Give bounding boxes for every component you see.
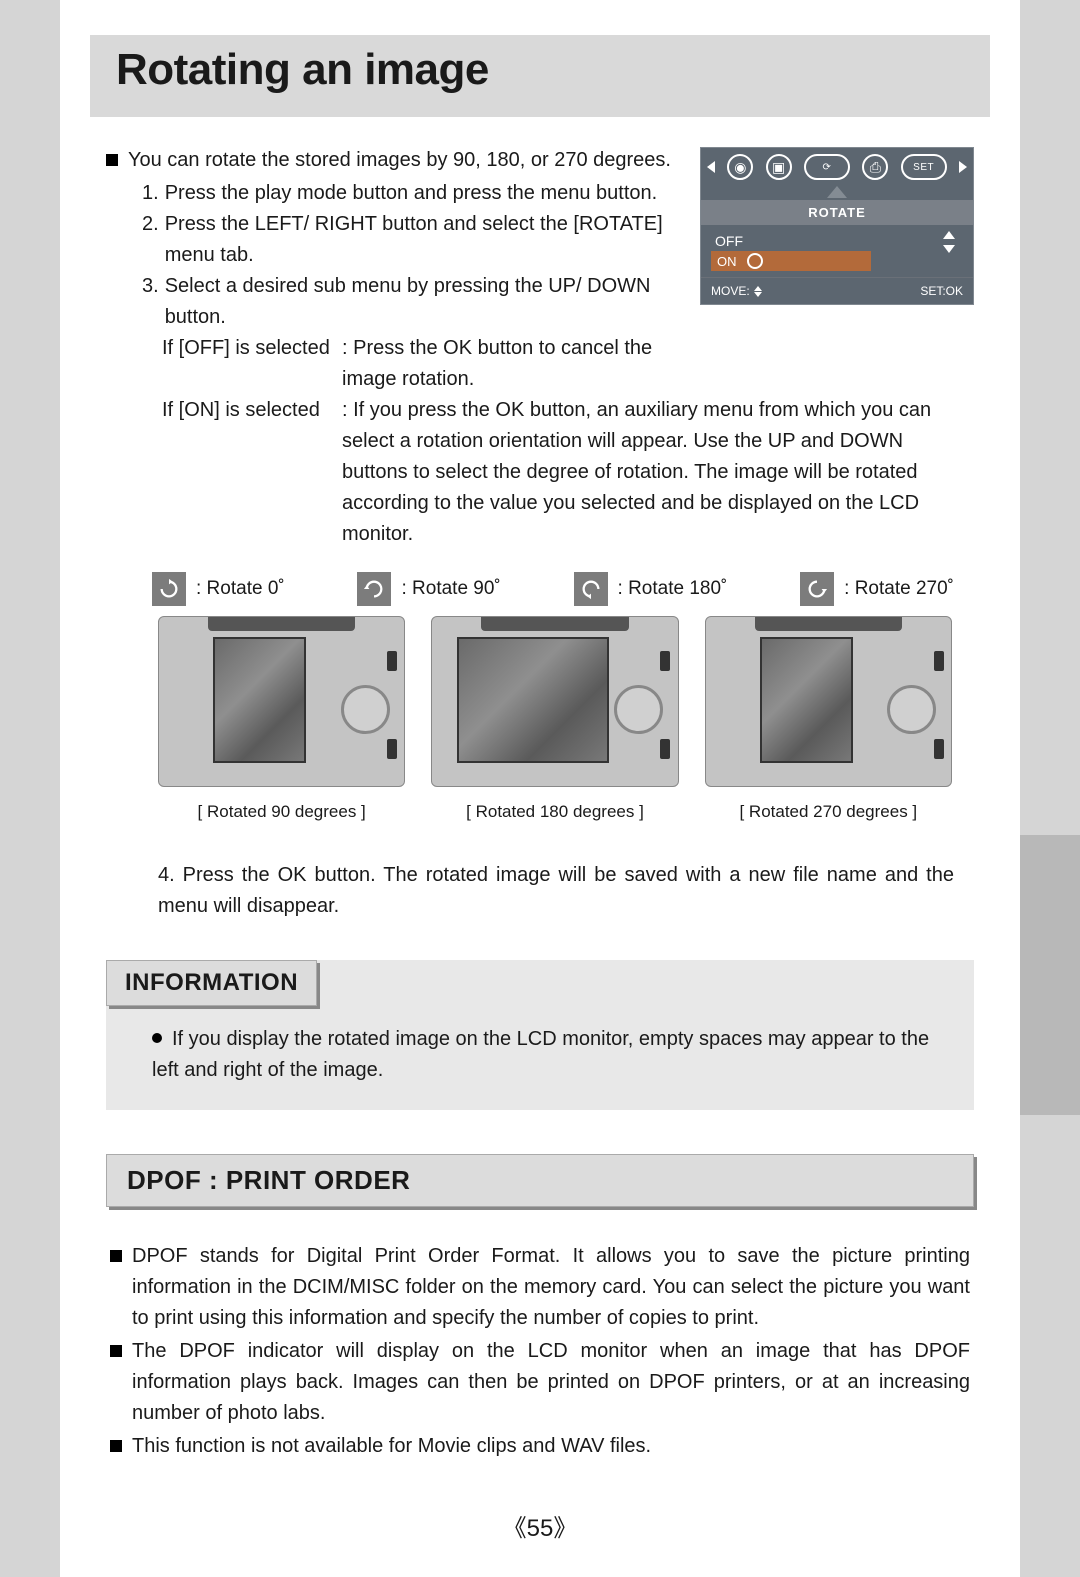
- lcd-move-label: MOVE:: [711, 284, 750, 298]
- thumb-180-caption: [ Rotated 180 degrees ]: [431, 799, 678, 825]
- dpof-p1: DPOF stands for Digital Print Order Form…: [110, 1241, 970, 1334]
- lcd-on-label: ON: [717, 254, 737, 269]
- dpof-p1-text: DPOF stands for Digital Print Order Form…: [132, 1241, 970, 1334]
- page-title: Rotating an image: [116, 45, 964, 95]
- lcd-move-hint: MOVE:: [711, 284, 762, 298]
- thumb-90-caption: [ Rotated 90 degrees ]: [158, 799, 405, 825]
- step-text: Select a desired sub menu by pressing th…: [165, 271, 672, 333]
- small-arrow-down-icon: [754, 292, 762, 297]
- step-number: 1.: [142, 178, 159, 209]
- small-arrow-up-icon: [754, 286, 762, 291]
- print-icon: ⎙: [862, 154, 888, 180]
- rotate-180-icon: [574, 572, 608, 606]
- round-bullet-icon: [152, 1033, 162, 1043]
- arrow-down-icon: [943, 245, 955, 253]
- lcd-set-hint: SET:OK: [920, 284, 963, 298]
- lcd-option-on: ON: [711, 251, 871, 271]
- set-pill-icon: SET: [901, 154, 947, 180]
- dpof-p3: This function is not available for Movie…: [110, 1431, 970, 1462]
- information-heading: INFORMATION: [106, 960, 317, 1006]
- step-3-on: If [ON] is selected : If you press the O…: [142, 395, 974, 550]
- rotate-0: : Rotate 0˚: [152, 572, 285, 606]
- rotate-90-label: : Rotate 90˚: [401, 574, 500, 603]
- dpof-p2: The DPOF indicator will display on the L…: [110, 1336, 970, 1429]
- nav-left-icon: [707, 161, 715, 173]
- side-tab: [1020, 835, 1080, 1115]
- rotate-180: : Rotate 180˚: [574, 572, 728, 606]
- rotation-options-row: : Rotate 0˚ : Rotate 90˚ : Rotate 180˚ :…: [152, 572, 954, 606]
- information-body: If you display the rotated image on the …: [106, 1006, 974, 1086]
- slideshow-icon: ◉: [727, 154, 753, 180]
- protect-icon: ▣: [766, 154, 792, 180]
- page-number: 《55》: [60, 1508, 1020, 1543]
- step-number: 3.: [142, 271, 159, 333]
- rotate-90: : Rotate 90˚: [357, 572, 500, 606]
- square-bullet-icon: [110, 1250, 122, 1262]
- dpof-p2-text: The DPOF indicator will display on the L…: [132, 1336, 970, 1429]
- rotate-270-label: : Rotate 270˚: [844, 574, 954, 603]
- rotate-270-icon: [800, 572, 834, 606]
- lcd-pointer-icon: [701, 186, 973, 200]
- step-3-detail: If [OFF] is selected : Press the OK butt…: [162, 333, 672, 395]
- square-bullet-icon: [106, 154, 118, 166]
- information-text: If you display the rotated image on the …: [152, 1028, 929, 1081]
- dpof-p3-text: This function is not available for Movie…: [132, 1431, 651, 1462]
- rotate-90-icon: [357, 572, 391, 606]
- rotate-0-label: : Rotate 0˚: [196, 574, 285, 603]
- arrow-up-icon: [943, 231, 955, 239]
- lcd-updown-arrows: [943, 231, 955, 253]
- rotate-tab-icon: ⟳: [804, 154, 850, 180]
- rotate-180-label: : Rotate 180˚: [618, 574, 728, 603]
- steps-list: 1. Press the play mode button and press …: [142, 178, 672, 395]
- if-off-label: If [OFF] is selected: [162, 333, 342, 395]
- square-bullet-icon: [110, 1440, 122, 1452]
- camera-mock-180: [431, 616, 678, 787]
- square-bullet-icon: [110, 1345, 122, 1357]
- lcd-menu-body: OFF ON: [701, 225, 973, 277]
- thumb-270: [ Rotated 270 degrees ]: [705, 616, 952, 826]
- step-2: 2. Press the LEFT/ RIGHT button and sele…: [142, 209, 672, 271]
- step-number: 2.: [142, 209, 159, 271]
- thumb-270-caption: [ Rotated 270 degrees ]: [705, 799, 952, 825]
- step-3: 3. Select a desired sub menu by pressing…: [142, 271, 672, 333]
- if-on-label: If [ON] is selected: [162, 395, 342, 550]
- manual-page: Rotating an image You can rotate the sto…: [60, 0, 1020, 1577]
- camera-mock-90: [158, 616, 405, 787]
- intro-text: You can rotate the stored images by 90, …: [128, 145, 671, 176]
- step-text: Press the play mode button and press the…: [165, 178, 658, 209]
- if-off-text: : Press the OK button to cancel the imag…: [342, 333, 672, 395]
- thumb-90: [ Rotated 90 degrees ]: [158, 616, 405, 826]
- lcd-option-off: OFF: [715, 233, 963, 249]
- information-block: INFORMATION If you display the rotated i…: [106, 960, 974, 1110]
- lcd-footer: MOVE: SET:OK: [701, 277, 973, 304]
- page-number-value: 55: [527, 1515, 554, 1542]
- dpof-body: DPOF stands for Digital Print Order Form…: [110, 1241, 970, 1462]
- lcd-menu-title: ROTATE: [701, 200, 973, 225]
- if-off-row: If [OFF] is selected : Press the OK butt…: [162, 333, 672, 395]
- step-1: 1. Press the play mode button and press …: [142, 178, 672, 209]
- nav-right-icon: [959, 161, 967, 173]
- dpof-heading: DPOF : PRINT ORDER: [106, 1154, 974, 1207]
- step-text: Press the LEFT/ RIGHT button and select …: [165, 209, 672, 271]
- rotate-270: : Rotate 270˚: [800, 572, 954, 606]
- page-title-bar: Rotating an image: [90, 35, 990, 117]
- if-on-text: : If you press the OK button, an auxilia…: [342, 395, 974, 550]
- thumbnails-row: [ Rotated 90 degrees ] [ Rotated 180 deg…: [158, 616, 952, 826]
- lcd-rotate-menu: ◉ ▣ ⟳ ⎙ SET ROTATE OFF ON MOVE:: [700, 147, 974, 305]
- thumb-180: [ Rotated 180 degrees ]: [431, 616, 678, 826]
- if-on-row: If [ON] is selected : If you press the O…: [162, 395, 974, 550]
- lcd-top-icons: ◉ ▣ ⟳ ⎙ SET: [701, 148, 973, 186]
- rotate-mini-icon: [747, 253, 763, 269]
- step-4: 4. Press the OK button. The rotated imag…: [158, 860, 954, 922]
- camera-mock-270: [705, 616, 952, 787]
- rotate-0-icon: [152, 572, 186, 606]
